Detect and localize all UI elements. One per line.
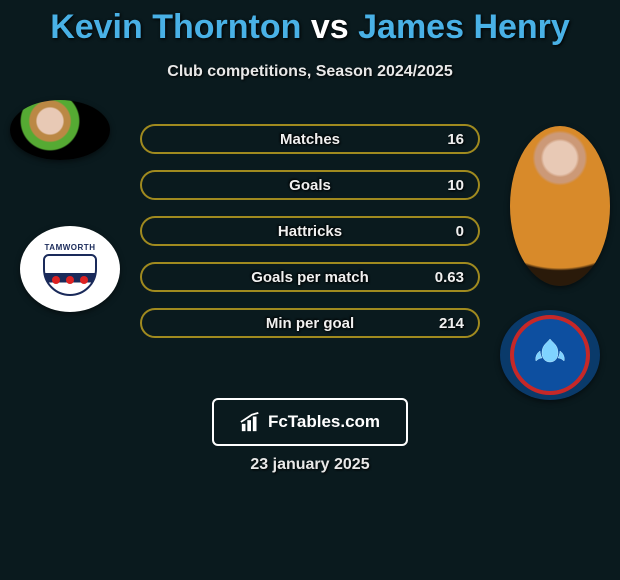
player1-photo — [10, 100, 110, 160]
stat-value: 0.63 — [435, 269, 464, 286]
player2-photo — [510, 126, 610, 286]
crest-left-banner: TAMWORTH — [35, 243, 105, 252]
stat-value: 214 — [439, 315, 464, 332]
stat-label: Min per goal — [266, 315, 354, 332]
player1-name: Kevin Thornton — [50, 8, 301, 46]
stat-value: 16 — [447, 131, 464, 148]
comparison-card: Kevin Thornton vs James Henry Club compe… — [0, 0, 620, 580]
stat-row-hattricks: Hattricks 0 — [140, 216, 480, 246]
phoenix-icon — [528, 333, 572, 377]
branding-text: FcTables.com — [268, 412, 380, 432]
stats-list: Matches 16 Goals 10 Hattricks 0 Goals pe… — [140, 124, 480, 354]
stat-value: 0 — [456, 223, 464, 240]
crest-left-shield — [43, 254, 97, 296]
stat-row-goals-per-match: Goals per match 0.63 — [140, 262, 480, 292]
stat-label: Matches — [280, 131, 340, 148]
player2-name: James Henry — [358, 8, 570, 46]
bar-chart-icon — [240, 411, 262, 433]
stat-label: Goals — [289, 177, 331, 194]
branding-box: FcTables.com — [212, 398, 408, 446]
player2-club-crest — [500, 310, 600, 400]
crest-right-ring — [510, 315, 590, 395]
stat-value: 10 — [447, 177, 464, 194]
stat-row-goals: Goals 10 — [140, 170, 480, 200]
stat-row-matches: Matches 16 — [140, 124, 480, 154]
stat-label: Hattricks — [278, 223, 342, 240]
subtitle: Club competitions, Season 2024/2025 — [0, 63, 620, 81]
vs-text: vs — [311, 8, 349, 46]
date-text: 23 january 2025 — [0, 456, 620, 474]
page-title: Kevin Thornton vs James Henry — [0, 0, 620, 47]
player1-club-crest: TAMWORTH — [20, 226, 120, 312]
stat-row-min-per-goal: Min per goal 214 — [140, 308, 480, 338]
stat-label: Goals per match — [251, 269, 369, 286]
